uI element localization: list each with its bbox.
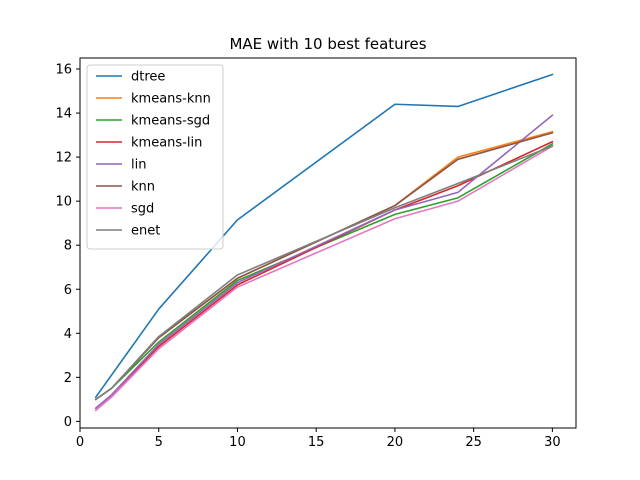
x-tick-label: 15	[308, 435, 325, 450]
x-tick-label: 25	[465, 435, 482, 450]
legend-label-sgd: sgd	[131, 202, 154, 217]
y-tick-label: 4	[64, 327, 72, 342]
legend: dtree kmeans-knn kmeans-sgd kmeans-lin lin kn…	[86, 64, 224, 250]
legend-box	[86, 64, 224, 250]
y-axis: 0 2 4 6 8 10 12 14 16	[55, 63, 80, 430]
legend-label-kmeans-sgd: kmeans-sgd	[131, 114, 210, 129]
x-tick-label: 20	[387, 435, 404, 450]
y-tick-label: 6	[64, 283, 72, 298]
y-tick-label: 10	[55, 195, 72, 210]
series-line-enet	[94, 145, 554, 401]
plot-frame	[79, 57, 577, 429]
legend-label-enet: enet	[131, 224, 160, 239]
x-tick-label: 30	[544, 435, 561, 450]
y-tick-label: 12	[55, 151, 72, 166]
x-tick-label: 0	[76, 435, 84, 450]
x-tick-label: 10	[229, 435, 246, 450]
y-tick-label: 14	[55, 107, 72, 122]
y-tick-label: 16	[55, 63, 72, 78]
legend-label-dtree: dtree	[131, 70, 165, 85]
x-axis: 0 5 10 15 20 25 30	[76, 428, 561, 450]
plot-lines	[94, 73, 554, 412]
series-line-lin	[94, 114, 554, 410]
y-tick-label: 8	[64, 239, 72, 254]
legend-label-kmeans-knn: kmeans-knn	[131, 92, 211, 107]
legend-label-kmeans-lin: kmeans-lin	[131, 136, 202, 151]
y-tick-label: 2	[64, 371, 72, 386]
series-line-sgd	[94, 145, 554, 412]
x-tick-label: 5	[155, 435, 163, 450]
legend-label-knn: knn	[131, 180, 155, 195]
series-line-dtree	[94, 73, 554, 399]
legend-label-lin: lin	[131, 158, 146, 173]
chart-title: MAE with 10 best features	[229, 35, 426, 53]
y-tick-label: 0	[64, 415, 72, 430]
